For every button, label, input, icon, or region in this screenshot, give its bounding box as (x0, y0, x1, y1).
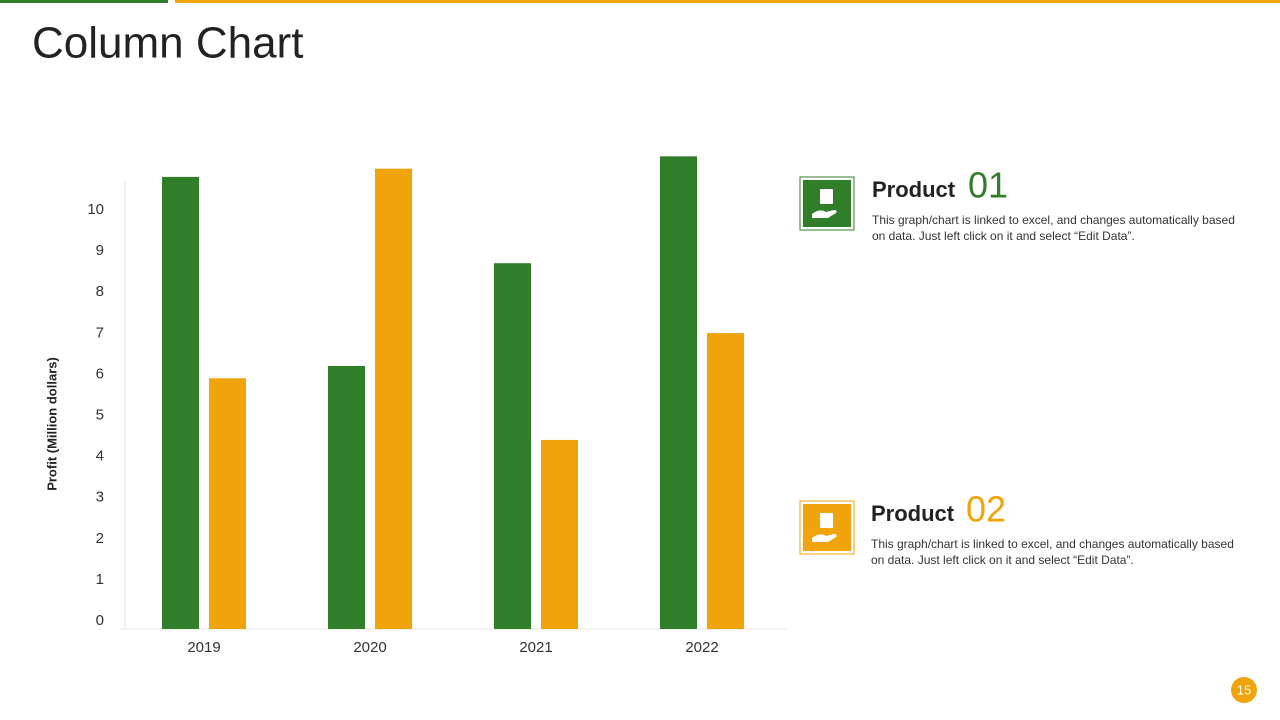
bar (494, 263, 531, 629)
icon-frame (799, 500, 855, 555)
y-tick-label: 0 (96, 612, 104, 629)
bar (541, 439, 578, 629)
y-tick-label: 9 (96, 242, 104, 259)
top-bar-orange (175, 0, 1280, 3)
y-tick-label: 10 (87, 201, 104, 218)
icon (812, 513, 837, 542)
page-badge (1231, 677, 1257, 703)
x-tick-label: 2022 (685, 639, 718, 656)
y-tick-label: 6 (96, 365, 104, 382)
x-tick-label: 2021 (519, 639, 552, 656)
bar (209, 378, 246, 629)
icon-frame (799, 176, 855, 231)
product-number: 01 (968, 165, 1008, 206)
top-bar-green (0, 0, 168, 3)
icon (812, 189, 837, 218)
y-tick-label: 1 (96, 571, 104, 588)
y-tick-label: 5 (96, 406, 104, 423)
x-tick-label: 2019 (187, 639, 220, 656)
y-tick-label: 7 (96, 324, 104, 341)
product-label: Product (872, 177, 956, 202)
page-number: 15 (1237, 682, 1251, 697)
y-tick-label: 8 (96, 283, 104, 300)
bar (707, 333, 744, 629)
bar (328, 365, 365, 629)
product-text: This graph/chart is linked to excel, and… (871, 537, 1234, 567)
bar (375, 168, 412, 629)
y-tick-label: 3 (96, 489, 104, 506)
bar (162, 176, 199, 629)
y-tick-label: 2 (96, 530, 104, 547)
product-text: This graph/chart is linked to excel, and… (872, 213, 1235, 243)
product-number: 02 (966, 489, 1006, 530)
x-tick-label: 2020 (353, 639, 386, 656)
product-label: Product (871, 501, 955, 526)
y-tick-label: 4 (96, 448, 104, 465)
bar (660, 156, 697, 629)
y-axis-label: Profit (Million dollars) (44, 357, 59, 491)
slide-title: Column Chart (32, 19, 303, 68)
